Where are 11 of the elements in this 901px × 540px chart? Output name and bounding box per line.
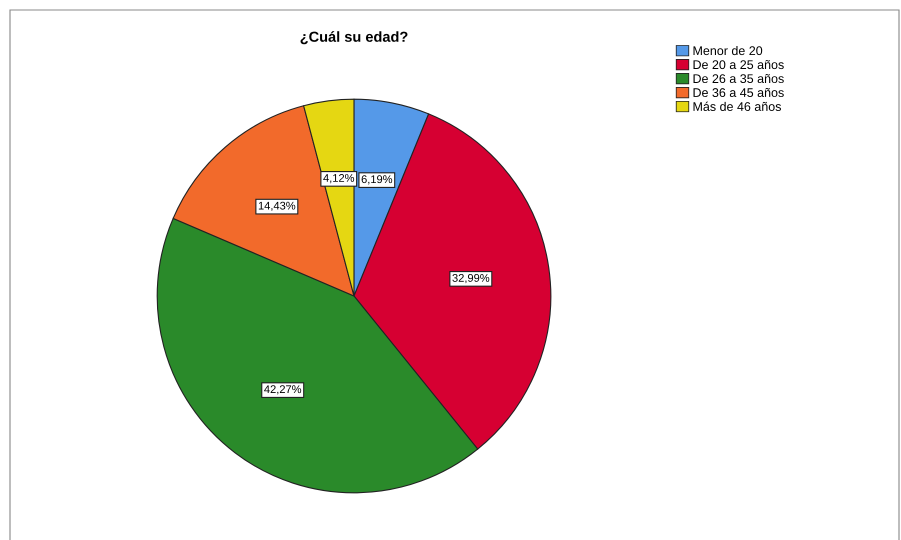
legend-label: De 26 a 35 años [694, 74, 784, 84]
legend-label: Menor de 20 [694, 46, 762, 56]
legend-label: De 20 a 25 años [694, 60, 784, 70]
chart-title: ¿Cuál su edad? [300, 31, 408, 44]
data-label: 32,99% [452, 274, 490, 284]
data-label: 4,12% [323, 174, 354, 184]
legend-label: Más de 46 años [694, 102, 781, 111]
data-label: 6,19% [362, 175, 392, 184]
legend-label: De 36 a 45 años [694, 88, 784, 98]
data-label: 42,27% [264, 385, 302, 394]
data-label: 14,43% [258, 202, 296, 211]
